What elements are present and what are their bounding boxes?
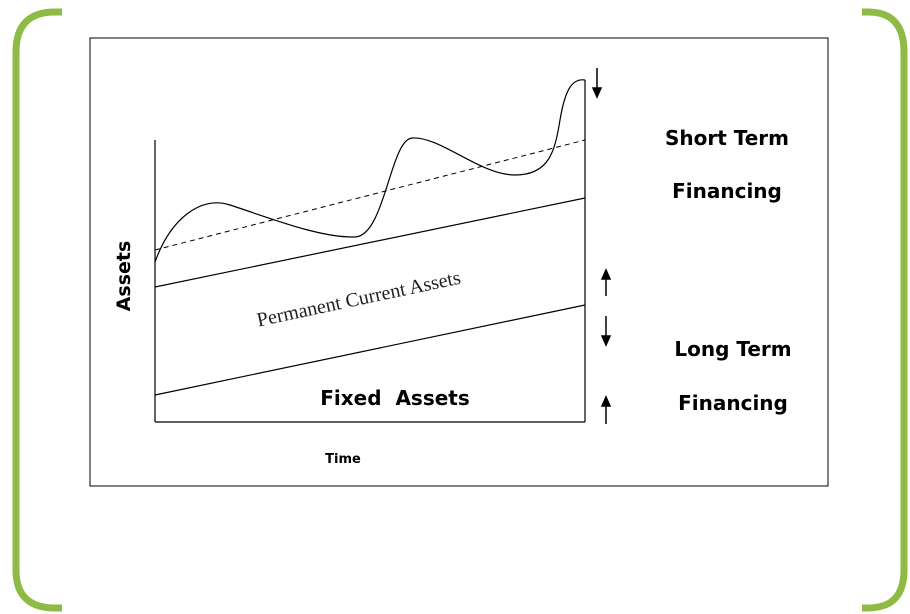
- short-term-financing-label: Financing: [672, 179, 782, 203]
- fluctuating-assets-curve: [154, 79, 586, 263]
- long-term-label: Long Term: [674, 337, 791, 361]
- left-bracket: [12, 8, 62, 612]
- x-axis-label: Time: [325, 452, 361, 467]
- right-bracket: [862, 8, 908, 612]
- long-term-financing-label: Financing: [678, 391, 788, 415]
- arrows: [591, 68, 612, 424]
- trend-line: [154, 139, 586, 251]
- fixed-assets-label: Fixed Assets: [320, 386, 470, 410]
- y-axis-label: Assets: [113, 241, 135, 312]
- permanent-assets-line: [154, 197, 586, 288]
- fixed-assets-line: [154, 304, 586, 396]
- short-term-label: Short Term: [665, 126, 789, 150]
- frame: [89, 37, 829, 487]
